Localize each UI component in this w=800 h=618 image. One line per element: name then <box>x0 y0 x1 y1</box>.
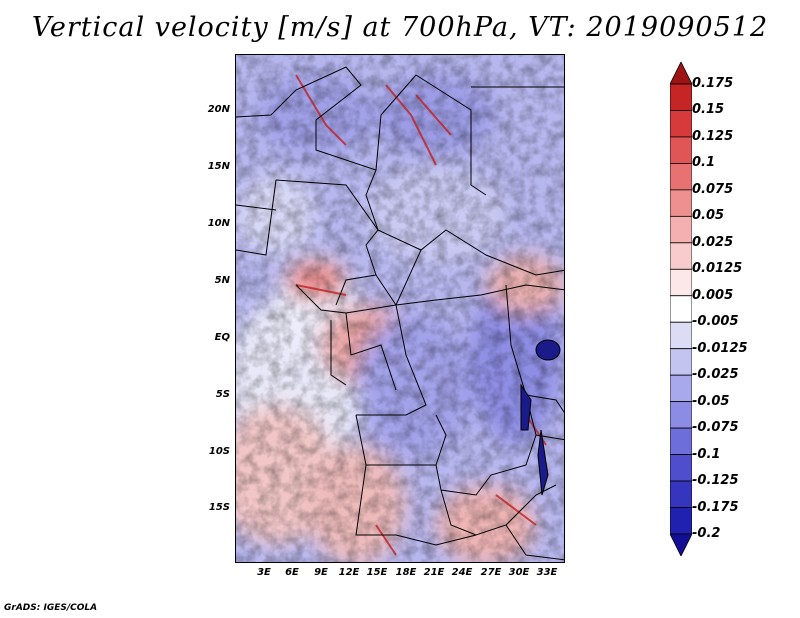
grads-credit: GrADS: IGES/COLA <box>4 603 98 613</box>
colorbar-tick-label: -0.005 <box>692 314 739 330</box>
colorbar-segment <box>670 136 692 164</box>
lon-label-12e: 12E <box>338 567 360 578</box>
lat-label-20n: 20N <box>207 104 230 115</box>
lon-label-18e: 18E <box>395 567 417 578</box>
colorbar-tick-label: -0.125 <box>692 473 739 489</box>
colorbar-segment <box>670 268 692 297</box>
colorbar-tick-label: 0.005 <box>692 287 734 303</box>
colorbar-top-arrow <box>670 62 692 85</box>
colorbar-tick-label: -0.1 <box>692 446 721 462</box>
colorbar-segment <box>670 83 692 111</box>
colorbar-tick-label: 0.075 <box>692 181 734 197</box>
plot-title: Vertical velocity [m/s] at 700hPa, VT: 2… <box>31 12 769 43</box>
lon-label-24e: 24E <box>451 567 473 578</box>
colorbar-segment <box>670 348 692 376</box>
lon-label-30e: 30E <box>508 567 530 578</box>
lon-label-15e: 15E <box>366 567 388 578</box>
colorbar-segment <box>670 189 692 217</box>
lat-label-15s: 15S <box>208 502 230 513</box>
colorbar-tick-label: 0.05 <box>692 208 725 224</box>
lat-label-eq: EQ <box>214 332 230 343</box>
colorbar-segment <box>670 427 692 455</box>
colorbar-tick-label: -0.2 <box>692 526 721 541</box>
lakes <box>520 339 561 496</box>
lon-label-3e: 3E <box>257 567 271 578</box>
lat-label-15n: 15N <box>207 161 230 172</box>
colorbar-tick-label: 0.025 <box>692 234 734 250</box>
colorbar-segment <box>670 110 692 138</box>
colorbar-tick-label: -0.0125 <box>692 340 748 356</box>
colorbar-segment <box>670 295 692 323</box>
lat-label-5s: 5S <box>215 389 230 400</box>
colorbar-segment <box>670 480 692 508</box>
lat-label-10s: 10S <box>208 446 230 457</box>
colorbar-tick-label: -0.075 <box>692 420 739 436</box>
lon-label-33e: 33E <box>536 567 558 578</box>
country-borders <box>236 66 564 561</box>
lon-label-9e: 9E <box>314 567 328 578</box>
colorbar-segment <box>670 401 692 429</box>
colorbar-tick-label: -0.175 <box>692 499 739 515</box>
map-field <box>236 55 564 562</box>
vertical-velocity-map <box>235 54 565 563</box>
colorbar <box>670 62 692 556</box>
colorbar-tick-label: -0.05 <box>692 393 730 409</box>
colorbar-segment <box>670 507 692 535</box>
colorbar-segment <box>670 321 692 350</box>
lon-label-27e: 27E <box>480 567 502 578</box>
colorbar-segment <box>670 374 692 403</box>
colorbar-tick-label: 0.1 <box>692 155 716 171</box>
lon-label-6e: 6E <box>285 567 299 578</box>
colorbar-tick-label: 0.0125 <box>692 261 743 277</box>
lat-label-5n: 5N <box>214 275 230 286</box>
colorbar-bottom-arrow <box>670 533 692 556</box>
colorbar-segment <box>670 163 692 191</box>
lat-label-10n: 10N <box>207 218 230 229</box>
colorbar-segment <box>670 215 692 244</box>
colorbar-segment <box>670 454 692 482</box>
colorbar-tick-label: 0.15 <box>692 102 725 118</box>
colorbar-tick-label: -0.025 <box>692 367 739 383</box>
lon-label-21e: 21E <box>423 567 445 578</box>
colorbar-tick-label: 0.125 <box>692 128 734 144</box>
colorbar-tick-label: 0.175 <box>692 76 734 91</box>
colorbar-segment <box>670 242 692 270</box>
